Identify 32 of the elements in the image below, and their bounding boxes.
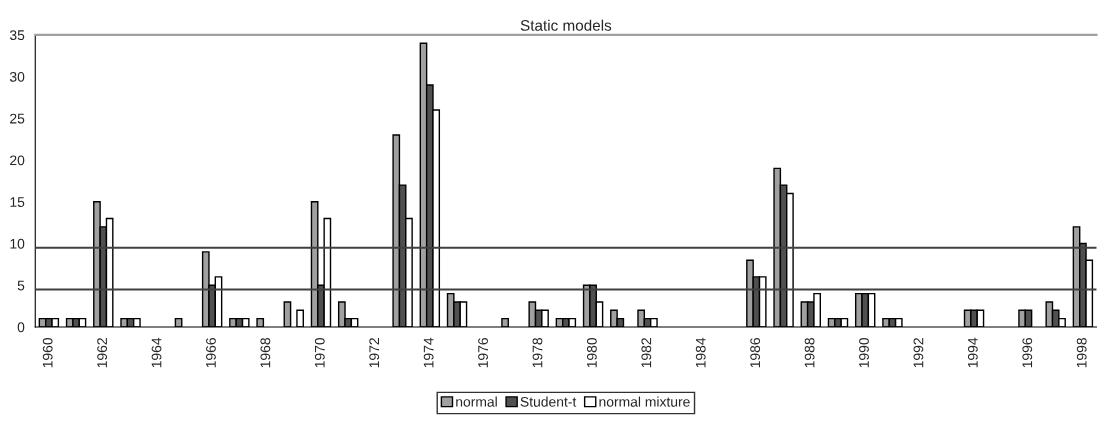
y-tick-label: 20 xyxy=(10,155,25,166)
x-tick-label: 1992 xyxy=(913,338,924,368)
x-tick-label: 1968 xyxy=(260,338,271,368)
legend-label: normal xyxy=(456,396,497,407)
legend-label: normal mixture xyxy=(599,396,690,407)
x-tick-label: 1988 xyxy=(804,338,815,368)
x-tick-label: 1986 xyxy=(750,338,761,368)
y-tick-label: 15 xyxy=(10,197,25,207)
y-tick-label: 25 xyxy=(10,113,25,124)
y-tick-label: 0 xyxy=(17,322,25,333)
x-tick-label: 1994 xyxy=(967,337,978,368)
x-tick-label: 1964 xyxy=(151,337,162,368)
x-tick-label: 1962 xyxy=(97,338,108,368)
x-tick-label: 1970 xyxy=(314,337,325,368)
x-tick-label: 1978 xyxy=(532,338,543,368)
y-tick-label: 30 xyxy=(9,71,25,82)
x-tick-label: 1984 xyxy=(695,337,706,368)
x-tick-label: 1966 xyxy=(206,338,216,368)
x-tick-label: 1998 xyxy=(1076,338,1087,368)
chart-title: Static models xyxy=(520,19,612,31)
y-tick-label: 10 xyxy=(10,238,25,249)
y-tick-label: 35 xyxy=(9,30,25,41)
y-tick-label: 5 xyxy=(17,280,25,291)
x-tick-label: 1990 xyxy=(859,337,869,368)
x-tick-label: 1974 xyxy=(423,337,434,368)
x-tick-label: 1960 xyxy=(42,337,53,368)
x-tick-label: 1976 xyxy=(478,338,488,368)
x-tick-label: 1996 xyxy=(1022,338,1033,368)
x-tick-label: 1980 xyxy=(586,337,597,368)
legend-label: Student-t xyxy=(520,396,577,407)
x-tick-label: 1972 xyxy=(369,338,380,368)
x-tick-label: 1982 xyxy=(641,338,652,368)
